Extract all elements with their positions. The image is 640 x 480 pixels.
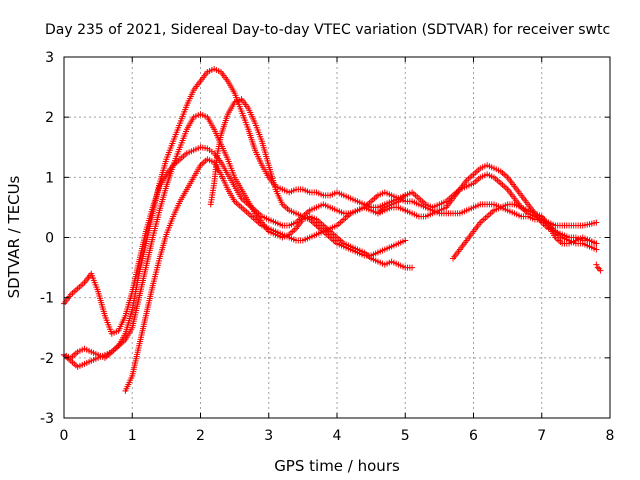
series-track-i (593, 261, 604, 274)
series-track-c (61, 66, 409, 361)
x-tick-label: 3 (264, 428, 273, 444)
x-tick-label: 6 (469, 428, 478, 444)
series-track-h (374, 171, 600, 253)
axis-ticks: 0 1 2 3 4 5 6 7 8 -3 -2 -1 0 1 2 3 (40, 50, 614, 444)
data-point (593, 246, 600, 253)
data-point (593, 219, 600, 226)
y-tick-label: 2 (45, 110, 54, 126)
y-tick-label: 1 (45, 170, 54, 186)
x-tick-label: 5 (401, 428, 410, 444)
y-tick-label: -2 (40, 351, 54, 367)
x-tick-label: 7 (537, 428, 546, 444)
x-tick-label: 1 (128, 428, 137, 444)
y-tick-label: 0 (45, 231, 54, 247)
data-point (593, 240, 600, 247)
y-tick-label: -1 (40, 291, 54, 307)
data-point (597, 267, 604, 274)
data-point (593, 261, 600, 268)
data-series (61, 66, 604, 394)
y-tick-label: 3 (45, 50, 54, 66)
x-tick-label: 4 (333, 428, 342, 444)
data-point (409, 264, 416, 271)
chart-title: Day 235 of 2021, Sidereal Day-to-day VTE… (45, 22, 610, 38)
y-axis-title: SDTVAR / TECUs (5, 175, 23, 298)
x-tick-label: 0 (60, 428, 69, 444)
y-tick-label: -3 (40, 411, 54, 427)
x-tick-label: 8 (606, 428, 615, 444)
series-track-g (402, 162, 600, 247)
series-track-d (122, 156, 409, 394)
series-track-a (61, 144, 600, 337)
series-track-e (207, 96, 409, 259)
x-tick-label: 2 (196, 428, 205, 444)
data-point (594, 264, 601, 271)
x-axis-title: GPS time / hours (274, 457, 400, 475)
data-point (402, 237, 409, 244)
